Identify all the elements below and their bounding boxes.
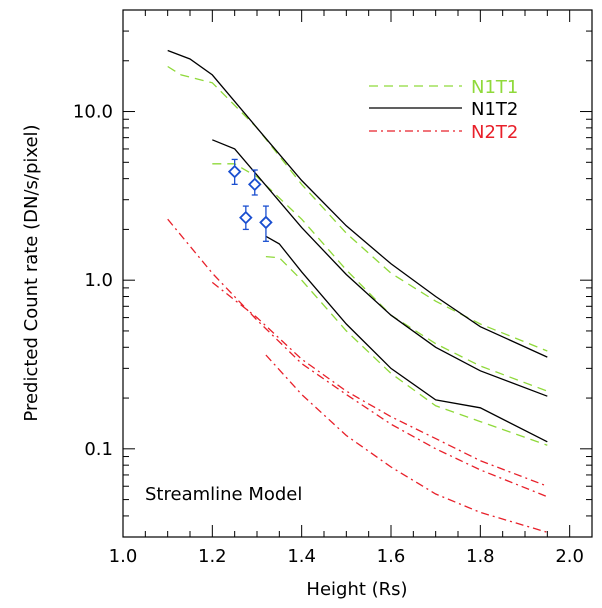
series-n2t2-line-8 (265, 354, 548, 533)
series-n2t2-line-7 (211, 281, 548, 487)
y-tick-label: 10.0 (73, 102, 113, 123)
observation-diamond-marker (259, 215, 273, 230)
observation-diamond-marker (247, 177, 262, 192)
plot-frame (122, 9, 593, 538)
y-axis: 0.1 1.0 10.0 (73, 9, 592, 538)
series-n1t2-line-3 (167, 49, 548, 358)
series-n1t1-line-2 (265, 255, 548, 446)
observations-layer (227, 158, 273, 242)
y-tick-label: 0.1 (84, 439, 113, 460)
x-axis-label: Height (Rs) (306, 579, 407, 600)
x-tick-label: 1.4 (287, 546, 316, 567)
legend-label-n2t2: N2T2 (471, 122, 518, 143)
legend-label-n1t2: N1T2 (471, 99, 518, 120)
x-axis: 1.0 1.2 1.4 1.6 1.8 2.0 (109, 10, 584, 567)
legend-label-n1t1: N1T1 (471, 77, 518, 98)
y-axis-label: Predicted Count rate (DN/s/pixel) (21, 124, 42, 421)
series-n1t1-line-0 (167, 65, 548, 352)
observation-diamond-marker (239, 210, 253, 225)
series-layer (167, 49, 548, 533)
x-tick-label: 1.0 (109, 546, 138, 567)
annotation-streamline-model: Streamline Model (145, 484, 302, 505)
x-tick-label: 2.0 (555, 546, 584, 567)
x-tick-label: 1.8 (466, 546, 495, 567)
series-n1t2-line-5 (265, 235, 548, 443)
series-n1t2-line-4 (212, 139, 548, 397)
x-tick-label: 1.6 (377, 546, 406, 567)
y-tick-label: 1.0 (84, 270, 113, 291)
series-n2t2-line-6 (167, 218, 548, 498)
series-n1t1-line-1 (212, 163, 548, 392)
x-tick-label: 1.2 (198, 546, 227, 567)
observation-diamond-marker (227, 164, 242, 179)
